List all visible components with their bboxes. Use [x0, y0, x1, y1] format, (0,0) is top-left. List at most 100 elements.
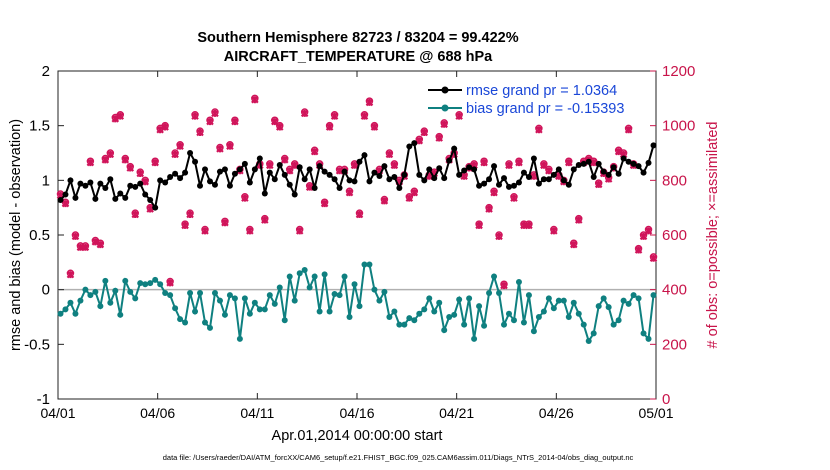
- bias-point: [501, 321, 508, 328]
- y-right-tick-label: 800: [662, 172, 687, 189]
- rmse-point: [530, 155, 537, 162]
- bias-point: [421, 306, 428, 313]
- bias-point: [560, 297, 567, 304]
- rmse-point: [286, 181, 293, 188]
- rmse-point: [276, 162, 283, 169]
- rmse-point: [396, 184, 403, 191]
- bias-point: [356, 303, 363, 310]
- rmse-point: [431, 175, 438, 182]
- obs-assimilated-marker: [61, 199, 70, 208]
- obs-assimilated-marker: [634, 246, 643, 254]
- bias-point: [431, 308, 438, 315]
- bias-point: [456, 296, 463, 303]
- bias-point: [406, 315, 413, 322]
- rmse-point: [570, 166, 577, 173]
- obs-assimilated-marker: [201, 227, 209, 235]
- rmse-point: [172, 170, 179, 177]
- bias-point: [510, 317, 517, 324]
- y-right-tick-label: 1000: [662, 118, 695, 135]
- obs-assimilated-marker: [390, 161, 399, 170]
- rmse-point: [635, 163, 642, 170]
- legend-bias-marker: [441, 104, 449, 112]
- bias-point: [525, 292, 532, 299]
- obs-assimilated-marker: [231, 117, 239, 126]
- bias-point: [565, 314, 572, 320]
- rmse-point: [456, 171, 463, 178]
- bias-point: [570, 299, 577, 306]
- x-tick-labels: 04/01 04/06 04/11 04/16 04/21 04/26 05/01: [40, 405, 673, 421]
- rmse-point: [261, 190, 268, 197]
- rmse-point: [256, 155, 263, 162]
- rmse-point: [441, 175, 448, 182]
- obs-assimilated-marker: [66, 270, 75, 279]
- rmse-point: [565, 181, 572, 188]
- rmse-point: [446, 157, 453, 164]
- rmse-point: [451, 145, 458, 152]
- rmse-point: [645, 159, 652, 166]
- bias-point: [461, 321, 468, 328]
- rmse-point: [87, 179, 94, 186]
- obs-assimilated-marker: [644, 227, 653, 235]
- obs-assimilated-marker: [320, 199, 329, 208]
- obs-assimilated-marker: [191, 112, 199, 120]
- bias-point: [575, 310, 582, 317]
- obs-assimilated-marker: [221, 218, 229, 227]
- rmse-point: [72, 194, 79, 201]
- rmse-point: [157, 177, 164, 184]
- rmse-point: [336, 184, 343, 191]
- bias-point: [615, 317, 622, 324]
- y-right-tick-label: 0: [662, 391, 670, 408]
- obs-assimilated-marker: [330, 112, 339, 120]
- rmse-point: [595, 160, 602, 167]
- rmse-point: [560, 177, 567, 184]
- bias-point: [451, 311, 458, 318]
- obs-assimilated-marker: [525, 221, 533, 230]
- obs-assimilated-marker: [365, 98, 374, 107]
- bias-point: [281, 317, 288, 324]
- obs-assimilated-marker: [550, 227, 558, 235]
- rmse-point: [610, 164, 617, 171]
- bias-point: [471, 335, 478, 342]
- obs-assimilated-marker: [266, 161, 274, 170]
- obs-assimilated-marker: [475, 221, 483, 230]
- bias-point: [112, 287, 119, 294]
- rmse-point: [471, 166, 478, 173]
- obs-assimilated-marker: [275, 123, 284, 131]
- obs-assimilated-marker: [380, 197, 389, 205]
- bias-point: [62, 306, 69, 313]
- rmse-point: [406, 143, 413, 150]
- rmse-point: [316, 163, 323, 170]
- y-axis-left-label: rmse and bias (model - observation): [8, 119, 24, 351]
- rmse-point: [67, 177, 74, 184]
- y-right-tick-label: 600: [662, 227, 687, 244]
- bias-point: [77, 297, 84, 304]
- obs-assimilated-marker: [101, 156, 110, 164]
- bias-point: [107, 299, 114, 306]
- obs-assimilated-marker: [216, 145, 224, 153]
- rmse-point: [306, 166, 313, 173]
- bias-point: [137, 280, 144, 287]
- rmse-point: [481, 180, 488, 187]
- rmse-point: [296, 164, 303, 171]
- bias-point: [585, 338, 592, 345]
- bias-point: [172, 305, 179, 312]
- rmse-point: [501, 175, 508, 182]
- rmse-point: [231, 170, 238, 177]
- bias-point: [381, 288, 388, 295]
- obs-assimilated-marker: [485, 205, 493, 213]
- bias-point: [635, 295, 642, 302]
- data-file-path: data file: /Users/raeder/DAI/ATM_forcXX/…: [163, 453, 634, 462]
- bias-point: [650, 292, 657, 299]
- bias-point: [187, 289, 194, 296]
- rmse-point: [545, 176, 552, 183]
- bias-point: [67, 299, 74, 306]
- rmse-point: [271, 176, 278, 183]
- obs-assimilated-marker: [325, 123, 334, 131]
- rmse-point: [251, 166, 258, 173]
- rmse-point: [391, 174, 398, 181]
- bias-point: [142, 281, 149, 288]
- obs-assimilated-marker: [350, 161, 359, 170]
- bias-point: [241, 295, 248, 302]
- bias-point: [640, 330, 647, 337]
- rmse-point: [411, 140, 418, 147]
